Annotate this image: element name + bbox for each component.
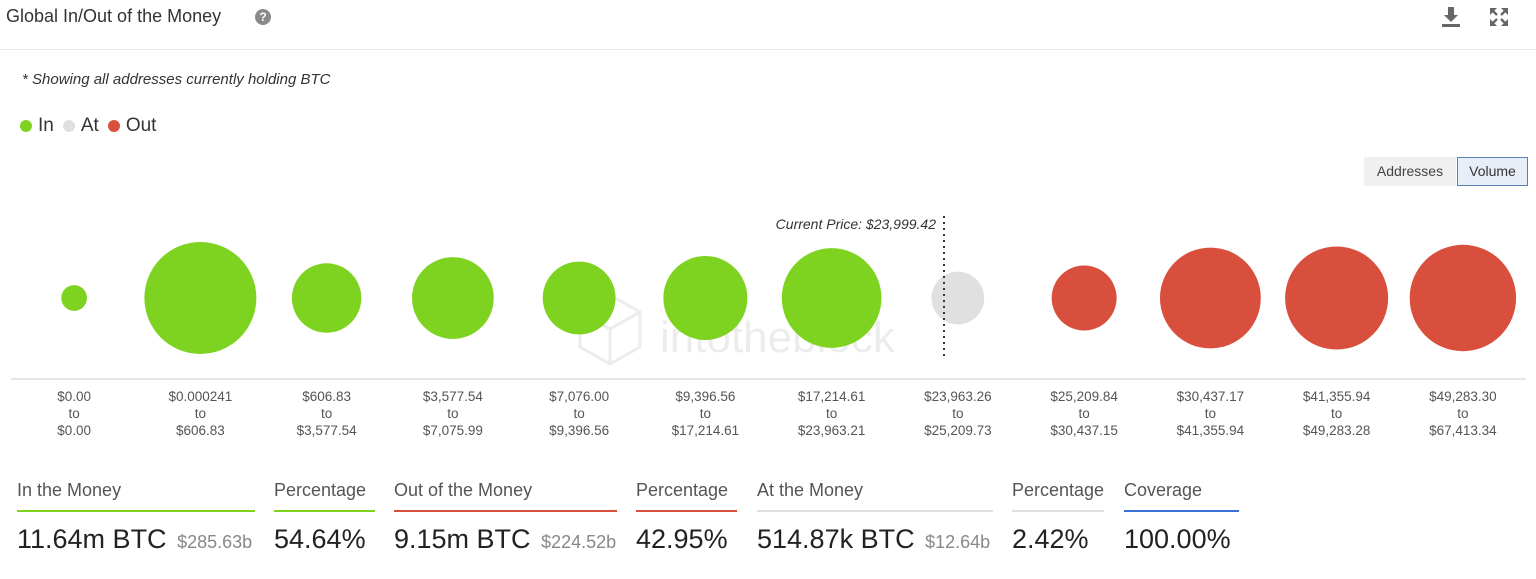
stat-value-at-the-money: 514.87k BTC $12.64b (757, 524, 991, 554)
x-tick-label-11-to-word: to (1457, 406, 1468, 421)
x-tick-label-2-from: $606.83 (302, 389, 351, 404)
legend-label-out: Out (125, 115, 157, 136)
stat-usd-at-the-money: $12.64b (925, 532, 991, 552)
x-tick-label-0-to-word: to (68, 406, 79, 421)
legend-item-out[interactable]: Out (107, 115, 157, 137)
holding-note: * Showing all addresses currently holdin… (22, 71, 331, 88)
legend-dot-out (107, 120, 120, 132)
x-tick-label-3-to-word: to (447, 406, 458, 421)
stat-label-at-percentage: Percentage (1012, 480, 1104, 512)
bubble-out-9[interactable] (1159, 247, 1261, 349)
stat-out-of-the-money: Out of the Money 9.15m BTC $224.52b (394, 480, 617, 555)
x-tick-label-10-to: $49,283.28 (1303, 423, 1371, 438)
x-tick-label-8-to: $30,437.15 (1050, 423, 1118, 438)
stat-value-out-of-the-money: 9.15m BTC $224.52b (394, 524, 617, 554)
legend-label-at: At (80, 115, 99, 136)
stat-at-percentage: Percentage 2.42% (1012, 480, 1104, 555)
stat-at-the-money: At the Money 514.87k BTC $12.64b (757, 480, 993, 555)
x-tick-label-3-to: $7,075.99 (423, 423, 483, 438)
x-tick-label-10-from: $41,355.94 (1303, 389, 1371, 404)
x-tick-label-5-from: $9,396.56 (675, 389, 735, 404)
addresses-toggle-button[interactable]: Addresses (1364, 157, 1456, 186)
x-tick-label-5-to: $17,214.61 (672, 423, 740, 438)
x-tick-label-8-to-word: to (1078, 406, 1089, 421)
bubble-in-5[interactable] (663, 256, 748, 340)
stat-label-out-percentage: Percentage (636, 480, 737, 512)
fullscreen-icon[interactable] (1487, 5, 1511, 29)
download-icon[interactable] (1439, 5, 1463, 29)
x-tick-label-2-to: $3,577.54 (297, 423, 358, 438)
x-tick-label-7-to: $25,209.73 (924, 423, 992, 438)
bubble-at-7[interactable] (931, 271, 985, 325)
widget-header: Global In/Out of the Money ? (0, 0, 1536, 50)
legend-item-in[interactable]: In (20, 115, 54, 137)
bubble-out-10[interactable] (1285, 246, 1389, 350)
x-tick-label-1-to-word: to (195, 406, 206, 421)
widget-title: Global In/Out of the Money (6, 6, 222, 26)
x-tick-label-7-to-word: to (952, 406, 963, 421)
help-circle-icon[interactable]: ? (255, 9, 271, 25)
x-tick-label-4-from: $7,076.00 (549, 389, 609, 404)
x-tick-label-11-to: $67,413.34 (1429, 423, 1497, 438)
bubble-out-11[interactable] (1409, 244, 1517, 352)
stat-label-out-of-the-money: Out of the Money (394, 480, 617, 512)
stat-value-in-the-money: 11.64m BTC $285.63b (17, 524, 253, 554)
bubble-in-2[interactable] (291, 263, 362, 333)
bubble-in-0[interactable] (61, 285, 88, 311)
stat-value-in-percentage: 54.64% (274, 524, 366, 554)
x-tick-label-6-to-word: to (826, 406, 837, 421)
x-tick-label-10-to-word: to (1331, 406, 1342, 421)
bubble-in-6[interactable] (781, 248, 882, 348)
stat-label-in-percentage: Percentage (274, 480, 375, 512)
stat-out-percentage: Percentage 42.95% (636, 480, 737, 555)
stat-label-at-the-money: At the Money (757, 480, 993, 512)
chart-legend: In At Out (20, 115, 165, 137)
bubble-in-1[interactable] (144, 242, 257, 354)
bubble-out-8[interactable] (1051, 265, 1117, 331)
stat-value-out-percentage: 42.95% (636, 524, 728, 554)
stat-label-coverage: Coverage (1124, 480, 1239, 512)
x-tick-label-1-to: $606.83 (176, 423, 225, 438)
stat-label-in-the-money: In the Money (17, 480, 255, 512)
legend-dot-in (20, 120, 32, 132)
bubble-in-3[interactable] (411, 257, 494, 339)
x-tick-label-9-to-word: to (1205, 406, 1216, 421)
x-tick-label-9-to: $41,355.94 (1177, 423, 1245, 438)
x-tick-label-4-to-word: to (573, 406, 584, 421)
stat-value-at-percentage: 2.42% (1012, 524, 1089, 554)
x-tick-label-4-to: $9,396.56 (549, 423, 609, 438)
x-tick-label-8-from: $25,209.84 (1050, 389, 1118, 404)
stat-coverage: Coverage 100.00% (1124, 480, 1239, 555)
x-tick-label-0-from: $0.00 (57, 389, 91, 404)
stat-value-coverage: 100.00% (1124, 524, 1231, 554)
x-tick-label-11-from: $49,283.30 (1429, 389, 1497, 404)
x-tick-label-7-from: $23,963.26 (924, 389, 992, 404)
x-tick-label-9-from: $30,437.17 (1177, 389, 1245, 404)
bubble-in-4[interactable] (542, 261, 616, 335)
x-tick-label-5-to-word: to (700, 406, 711, 421)
volume-toggle-button[interactable]: Volume (1457, 157, 1528, 186)
stat-usd-out-of-the-money: $224.52b (541, 532, 617, 552)
x-tick-label-3-from: $3,577.54 (423, 389, 484, 404)
x-tick-label-1-from: $0.000241 (168, 389, 232, 404)
legend-item-at[interactable]: At (62, 115, 99, 137)
io-money-bubble-chart: intotheblock $0.00to$0.00$0.000241to$606… (11, 216, 1526, 438)
legend-label-in: In (38, 115, 54, 136)
current-price-label: Current Price: $23,999.42 (776, 216, 937, 232)
stat-in-percentage: Percentage 54.64% (274, 480, 375, 555)
legend-dot-at (62, 120, 75, 132)
x-tick-label-6-to: $23,963.21 (798, 423, 866, 438)
x-tick-label-2-to-word: to (321, 406, 332, 421)
stat-in-the-money: In the Money 11.64m BTC $285.63b (17, 480, 255, 555)
x-tick-label-6-from: $17,214.61 (798, 389, 866, 404)
stat-usd-in-the-money: $285.63b (177, 532, 253, 552)
x-tick-label-0-to: $0.00 (57, 423, 91, 438)
